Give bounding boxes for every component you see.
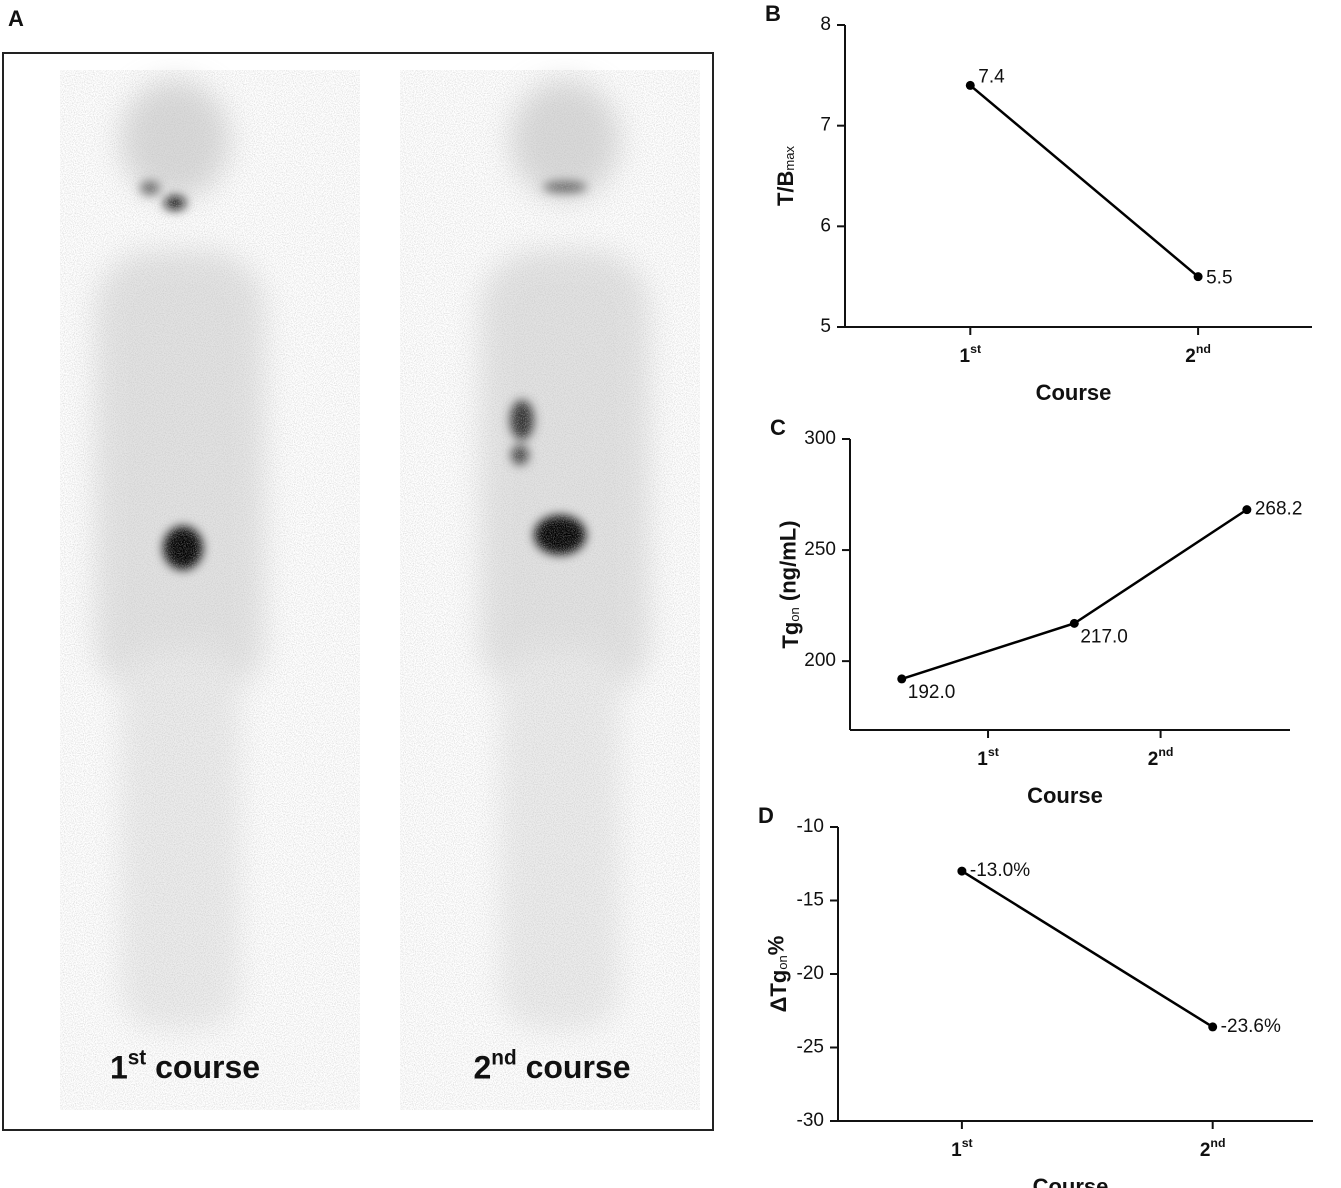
- y-axis-title-main: ΔTg: [766, 970, 791, 1013]
- x-tick-label: 2nd: [1148, 745, 1174, 770]
- x-axis-title: Course: [1033, 1174, 1109, 1188]
- panel-label: D: [758, 803, 774, 828]
- y-axis-title: Tgon (ng/mL): [775, 520, 803, 648]
- y-tick-label: 300: [804, 428, 836, 449]
- line: [969, 84, 1199, 278]
- value-label: 217.0: [1080, 626, 1128, 647]
- y-axis-title: T/Bmax: [773, 145, 798, 206]
- x-tick-label: 1st: [960, 342, 982, 367]
- value-label: -23.6%: [1221, 1016, 1281, 1037]
- y-tick-label: 250: [804, 539, 836, 560]
- y-tick-label: 6: [820, 215, 831, 236]
- point: [1242, 505, 1252, 515]
- y-tick-label: -30: [797, 1110, 824, 1131]
- x-tick-label: 1st: [977, 745, 999, 770]
- point: [1193, 272, 1203, 282]
- value-label: 5.5: [1206, 268, 1232, 289]
- point: [1069, 618, 1079, 628]
- y-axis-title-main: T/B: [773, 171, 798, 206]
- panel-label: B: [765, 1, 781, 26]
- y-axis-title-sub: on: [787, 607, 802, 621]
- value-label: 192.0: [908, 682, 956, 703]
- x-tick-label: 2nd: [1200, 1136, 1226, 1161]
- y-tick-label: -25: [797, 1037, 824, 1058]
- x-axis-title: Course: [1036, 380, 1112, 405]
- x-axis-title: Course: [1027, 783, 1103, 808]
- line: [901, 508, 1248, 681]
- point: [965, 80, 975, 90]
- y-axis-title-main: Tg: [778, 622, 803, 649]
- y-axis-title-tail: (ng/mL): [775, 520, 800, 607]
- point: [1208, 1022, 1218, 1032]
- panel-label: C: [770, 415, 786, 440]
- y-axis-title: ΔTgon%: [763, 936, 791, 1013]
- y-tick-label: 8: [820, 14, 831, 35]
- y-axis-title-sub: on: [775, 955, 790, 969]
- value-label: 268.2: [1255, 499, 1303, 520]
- point: [897, 674, 907, 684]
- scan-panel: [2, 52, 714, 1131]
- y-tick-label: -15: [797, 890, 824, 911]
- value-label: 7.4: [978, 66, 1005, 87]
- point: [957, 866, 967, 876]
- y-tick-label: 7: [820, 115, 831, 136]
- value-label: -13.0%: [970, 860, 1030, 881]
- x-tick-label: 1st: [951, 1136, 973, 1161]
- y-tick-label: 200: [804, 650, 836, 671]
- y-tick-label: -10: [797, 816, 824, 837]
- y-axis-title-tail: %: [763, 936, 788, 956]
- y-axis-title-sub: max: [782, 145, 797, 170]
- y-tick-label: 5: [820, 316, 831, 337]
- x-tick-label: 2nd: [1185, 342, 1211, 367]
- line: [961, 870, 1214, 1028]
- y-tick-label: -20: [797, 963, 824, 984]
- panel-label: A: [8, 6, 24, 31]
